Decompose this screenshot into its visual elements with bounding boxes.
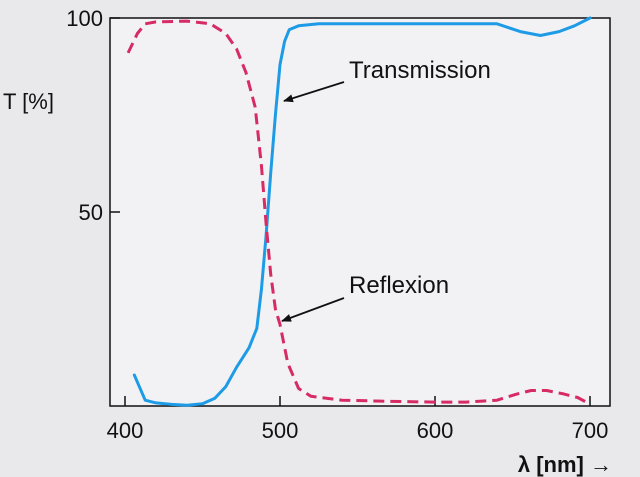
series-line-transmission [132,16,592,407]
y-tick-label: 100 [66,6,103,31]
series-line-reflexion [126,19,591,406]
y-tick-label: 50 [79,200,103,225]
x-tick-label: 500 [262,418,299,443]
x-tick-label: 400 [107,418,144,443]
x-axis-title: λ [nm] → [518,452,612,477]
series-layer [126,16,592,407]
x-axis: 400 500 600 700 [107,396,609,443]
annotations: Transmission Reflexion [281,57,491,322]
y-axis: 50 100 [66,6,120,225]
x-tick-label: 600 [417,418,454,443]
y-axis-title: T [%] [3,89,54,114]
plot-area [109,17,611,407]
annotation-label-transmission: Transmission [349,57,491,84]
annotation-label-reflexion: Reflexion [349,272,449,299]
annotation-arrow-transmission [283,81,345,103]
annotation-arrow-reflexion [281,297,345,322]
x-tick-label: 700 [572,418,609,443]
